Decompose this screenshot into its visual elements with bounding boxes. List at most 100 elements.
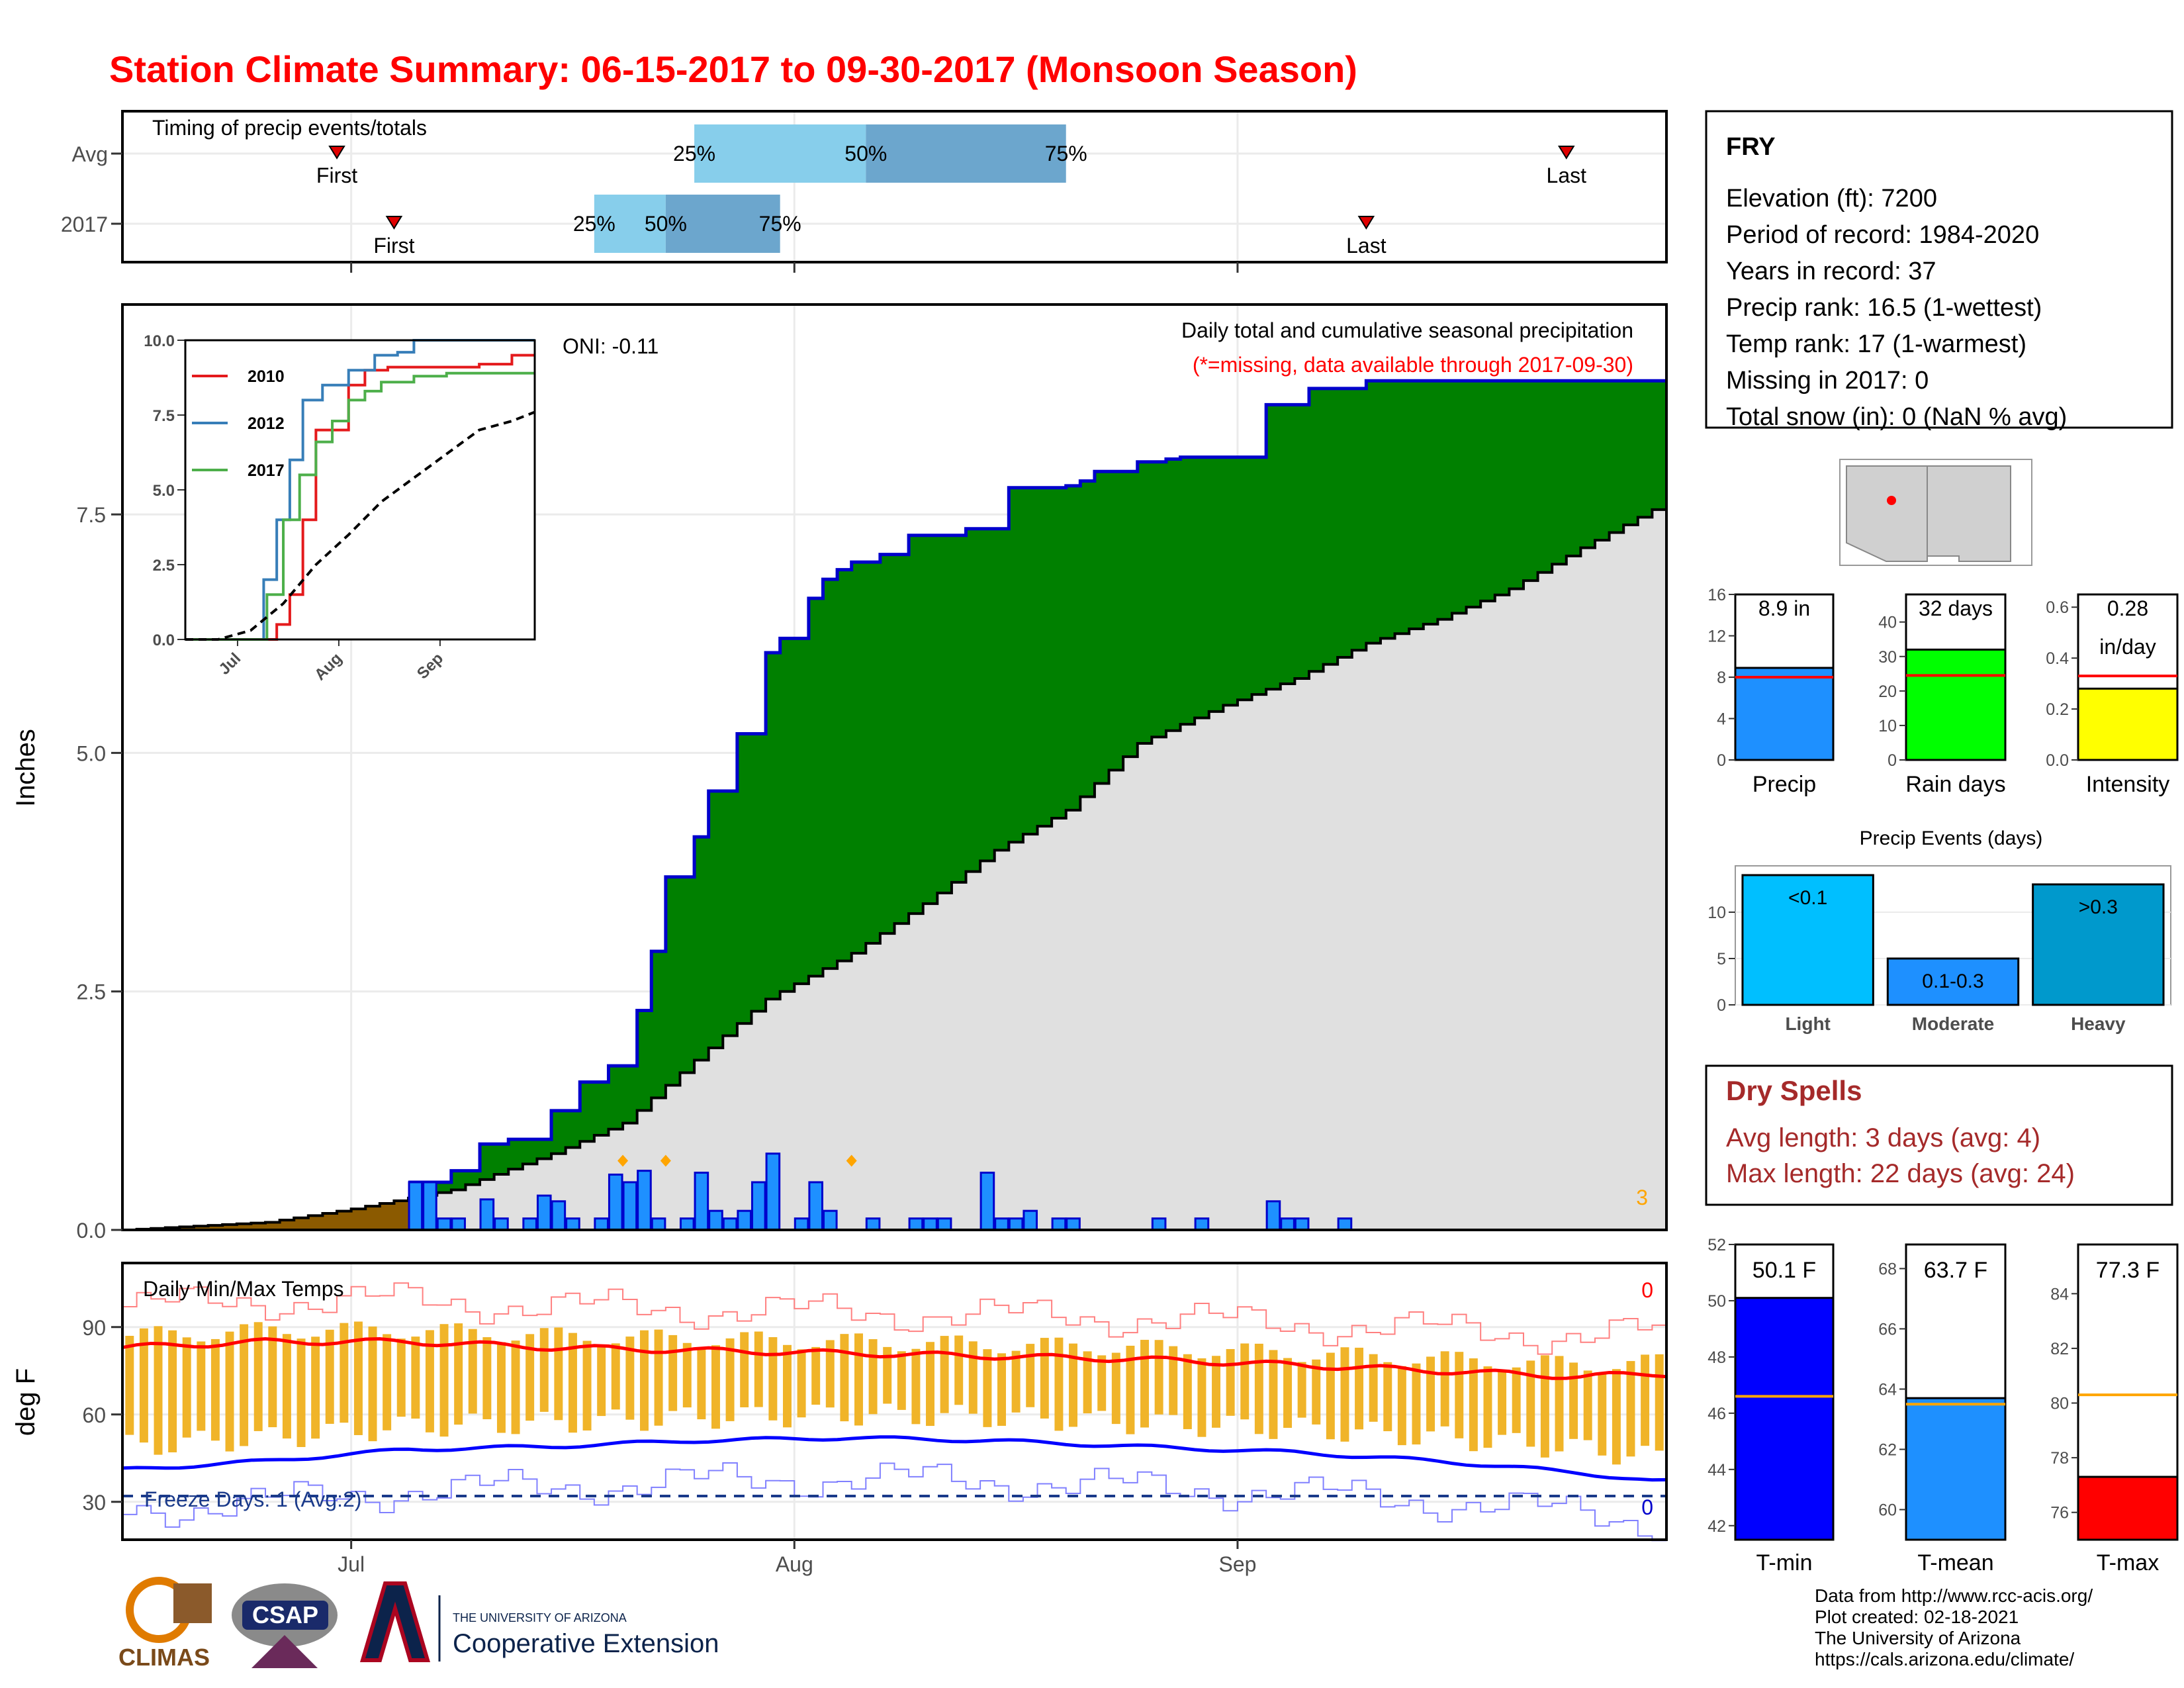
temp-daily-range-bar <box>425 1330 434 1432</box>
temp-record-min-line <box>122 1462 1666 1542</box>
freeze-days-label: Freeze Days: 1 (Avg:2) <box>144 1487 361 1511</box>
precip-y-tick-label: 7.5 <box>77 503 106 527</box>
temp-daily-range-bar <box>1026 1344 1035 1407</box>
temp-bar-tick-label: 60 <box>1878 1501 1897 1519</box>
temp-bar-tick-label: 48 <box>1707 1348 1726 1367</box>
temp-daily-range-bar <box>1412 1363 1421 1445</box>
daily-precip-bar <box>1023 1209 1038 1231</box>
temp-bar-label: T-max <box>2097 1550 2159 1575</box>
temp-daily-range-bar <box>197 1341 206 1431</box>
timing-first-label: First <box>316 164 357 187</box>
daily-precip-bar <box>679 1217 695 1231</box>
temp-bar-tick-label: 44 <box>1707 1461 1726 1479</box>
daily-precip-flag-marker <box>846 1154 857 1167</box>
temp-daily-range-bar <box>311 1336 320 1439</box>
temp-y-tick-label: 90 <box>82 1316 106 1340</box>
timing-row-label: Avg <box>71 142 108 166</box>
inset-average-line <box>185 410 535 641</box>
temp-daily-range-bar <box>1397 1366 1406 1446</box>
daily-precip-bar <box>923 1217 938 1231</box>
daily-precip-bar <box>908 1217 924 1231</box>
inset-y-tick-label: 5.0 <box>153 482 175 500</box>
station-info-line: Precip rank: 16.5 (1-wettest) <box>1726 294 2042 322</box>
inset-line-2017 <box>185 371 535 641</box>
dry-spells-title: Dry Spells <box>1726 1075 1862 1106</box>
temp-daily-range-bar <box>754 1331 763 1407</box>
summary-bar-fill <box>2077 687 2179 761</box>
summary-bar-unit: in/day <box>2099 635 2156 659</box>
summary-bar-tick-label: 0.2 <box>2046 700 2069 719</box>
temp-daily-range-bar <box>725 1338 735 1421</box>
temp-daily-range-bar <box>740 1332 749 1407</box>
daily-precip-bar <box>651 1217 666 1231</box>
precip-missing-note: (*=missing, data available through 2017-… <box>1193 353 1633 377</box>
temp-daily-range-bar <box>868 1339 878 1415</box>
temp-bar-tick-label: 78 <box>2050 1449 2069 1468</box>
temp-daily-range-bar <box>1283 1358 1293 1429</box>
climas-logo: CLIMAS <box>118 1577 212 1671</box>
daily-precip-bar <box>1151 1217 1167 1231</box>
inset-line-2012 <box>185 339 535 641</box>
summary-bar-tick-label: 0 <box>1717 751 1726 770</box>
temp-daily-range-bar <box>825 1340 835 1408</box>
station-info-frame <box>1705 110 2173 429</box>
daily-precip-bar <box>451 1217 466 1231</box>
climas-logo-block <box>173 1583 212 1623</box>
timing-pct-50: 50% <box>645 212 687 236</box>
temp-bar-tick-label: 84 <box>2050 1285 2069 1303</box>
temp-bar-tick-label: 66 <box>1878 1320 1897 1338</box>
temp-max-count: 0 <box>1641 1278 1653 1302</box>
temp-daily-range-bar <box>954 1335 964 1405</box>
summary-bar-tick-label: 12 <box>1707 628 1726 646</box>
x-axis-tick-label: Jul <box>338 1552 365 1576</box>
temp-daily-range-bar <box>983 1349 992 1427</box>
temp-daily-range-bar <box>1540 1355 1549 1458</box>
temp-daily-range-bar <box>468 1329 477 1414</box>
temp-daily-range-bar <box>1240 1343 1250 1420</box>
timing-first-label: First <box>373 234 414 258</box>
temp-daily-range-bar <box>582 1340 592 1431</box>
summary-bar-tick-label: 10 <box>1878 717 1897 735</box>
temp-daily-range-bar <box>568 1333 577 1433</box>
station-info-box: FRY Elevation (ft): 7200 Period of record:… <box>1705 110 2173 431</box>
temp-daily-range-bar <box>1469 1358 1478 1452</box>
temp-bar-label: T-mean <box>1917 1550 1993 1575</box>
temp-daily-range-bar <box>268 1326 277 1428</box>
ua-logo-coop-text: Cooperative Extension <box>453 1629 719 1658</box>
station-info-line: Missing in 2017: 0 <box>1726 367 1929 395</box>
inset-legend-label: 2017 <box>248 461 285 480</box>
temp-daily-range-bar <box>797 1349 806 1418</box>
daily-precip-bar <box>565 1217 580 1231</box>
x-axis-tick-label: Sep <box>1218 1552 1256 1576</box>
dry-spells-avg: Avg length: 3 days (avg: 4) <box>1726 1123 2040 1152</box>
temp-daily-range-bar <box>926 1342 934 1427</box>
temp-bg <box>122 1263 1666 1540</box>
daily-precip-bar <box>536 1194 552 1231</box>
csap-logo-badge <box>242 1601 328 1630</box>
map-new-mexico <box>1927 465 2011 562</box>
timing-pct-50: 50% <box>844 142 887 165</box>
summary-bar-tick-label: 40 <box>1878 614 1897 632</box>
temp-daily-range-bar <box>1612 1369 1621 1465</box>
station-name: FRY <box>1726 133 1776 161</box>
precip-events-tick-label: 0 <box>1717 996 1726 1015</box>
credit-line: The University of Arizona <box>1815 1628 2021 1648</box>
precip-events-title: Precip Events (days) <box>1860 827 2043 849</box>
temp-daily-range-bar <box>1526 1360 1535 1447</box>
daily-precip-bar <box>722 1217 738 1231</box>
timing-last-marker <box>1357 216 1375 230</box>
summary-bar-tick-label: 8 <box>1717 669 1726 687</box>
summary-bar-label: Intensity <box>2086 772 2170 797</box>
temp-daily-range-bar <box>654 1329 663 1426</box>
x-axis-tick-label: Aug <box>776 1552 813 1576</box>
temp-daily-range-bar <box>1212 1356 1221 1428</box>
temp-frame <box>121 1262 1668 1541</box>
timing-pct-75: 75% <box>759 212 801 236</box>
precip-above-average-area <box>408 381 1666 1198</box>
temp-bar-t-min: 50.1 F 42 44 46 48 50 52 T-min <box>1707 1236 1835 1575</box>
temp-daily-range-bar <box>1097 1355 1107 1411</box>
summary-bar-tick-label: 0.4 <box>2046 649 2069 668</box>
summary-bar-tick-label: 4 <box>1717 710 1726 729</box>
timing-label: Timing of precip events/totals <box>152 116 427 140</box>
